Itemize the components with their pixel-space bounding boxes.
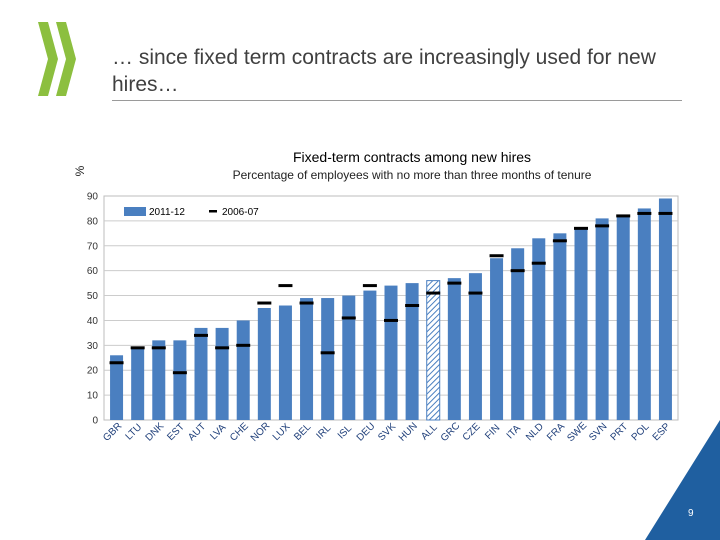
marker-swe xyxy=(574,226,588,230)
marker-hun xyxy=(405,304,420,308)
bar-bel xyxy=(300,298,314,420)
marker-dnk xyxy=(151,346,166,350)
bar-esp xyxy=(658,198,672,420)
bar-all xyxy=(426,280,441,421)
bar-lva xyxy=(215,327,229,420)
marker-pol xyxy=(637,211,652,215)
logo-chevron-inner xyxy=(56,22,76,96)
y-tick-label: 50 xyxy=(87,291,99,302)
marker-fin xyxy=(489,254,504,258)
bar-nld xyxy=(532,238,546,420)
bar-gbr xyxy=(110,355,124,420)
y-tick-label: 90 xyxy=(87,192,99,203)
bar-swe xyxy=(574,228,588,420)
marker-che xyxy=(236,343,251,347)
marker-lva xyxy=(215,346,230,350)
bar-dnk xyxy=(152,340,166,420)
marker-all xyxy=(426,291,441,295)
bar-pol xyxy=(637,208,651,420)
bar-fra xyxy=(553,233,567,420)
legend-swatch-marker xyxy=(209,210,217,213)
marker-est xyxy=(172,371,187,375)
marker-ita xyxy=(510,269,525,273)
legend-label-marker: 2006-07 xyxy=(222,207,259,218)
bar-est xyxy=(173,340,187,420)
bar-isl xyxy=(342,295,356,420)
marker-prt xyxy=(616,214,631,218)
bar-fin xyxy=(490,258,504,420)
bar-deu xyxy=(363,290,377,420)
bar-ita xyxy=(511,248,525,420)
marker-svk xyxy=(384,318,398,322)
marker-gbr xyxy=(109,361,124,365)
legend: 2011-12 2006-07 xyxy=(124,207,259,218)
legend-swatch-bar xyxy=(124,207,146,216)
bar-irl xyxy=(321,298,335,420)
marker-nld xyxy=(531,261,546,265)
marker-fra xyxy=(552,239,567,243)
chart-subtitle: Percentage of employees with no more tha… xyxy=(233,168,592,182)
bar-ltu xyxy=(131,347,145,420)
marker-deu xyxy=(362,284,377,288)
marker-grc xyxy=(447,281,462,285)
y-tick-label: 60 xyxy=(87,266,99,277)
corner-triangle xyxy=(645,420,720,540)
marker-cze xyxy=(468,291,483,295)
y-tick-label: 70 xyxy=(87,241,99,252)
y-tick-label: 0 xyxy=(92,416,98,427)
oecd-logo-icon xyxy=(38,22,76,96)
marker-isl xyxy=(341,316,356,320)
chart-title: Fixed-term contracts among new hires xyxy=(293,149,531,165)
y-tick-label: 10 xyxy=(87,391,99,402)
y-tick-label: 40 xyxy=(87,316,99,327)
marker-svn xyxy=(595,224,610,228)
y-tick-label: 80 xyxy=(87,216,99,227)
bar-lux xyxy=(278,305,292,420)
bar-grc xyxy=(447,278,461,420)
bar-svn xyxy=(595,218,609,420)
bar-prt xyxy=(616,215,630,420)
y-tick-label: 30 xyxy=(87,341,99,352)
marker-aut xyxy=(194,333,208,337)
legend-label-bar: 2011-12 xyxy=(149,207,185,218)
logo-chevron-outer xyxy=(38,22,58,96)
bar-aut xyxy=(194,327,208,420)
headline-divider xyxy=(112,100,682,101)
marker-ltu xyxy=(130,346,145,350)
y-tick-label: 20 xyxy=(87,366,99,377)
marker-lux xyxy=(278,284,293,288)
bar-hun xyxy=(405,283,419,420)
bar-cze xyxy=(468,273,482,420)
marker-esp xyxy=(658,211,673,215)
marker-nor xyxy=(257,301,272,305)
slide-headline: … since fixed term contracts are increas… xyxy=(112,46,656,96)
bar-nor xyxy=(257,308,271,420)
page-number: 9 xyxy=(688,508,694,519)
marker-irl xyxy=(320,351,335,355)
marker-bel xyxy=(299,301,314,305)
unit-marker: % xyxy=(73,165,87,176)
